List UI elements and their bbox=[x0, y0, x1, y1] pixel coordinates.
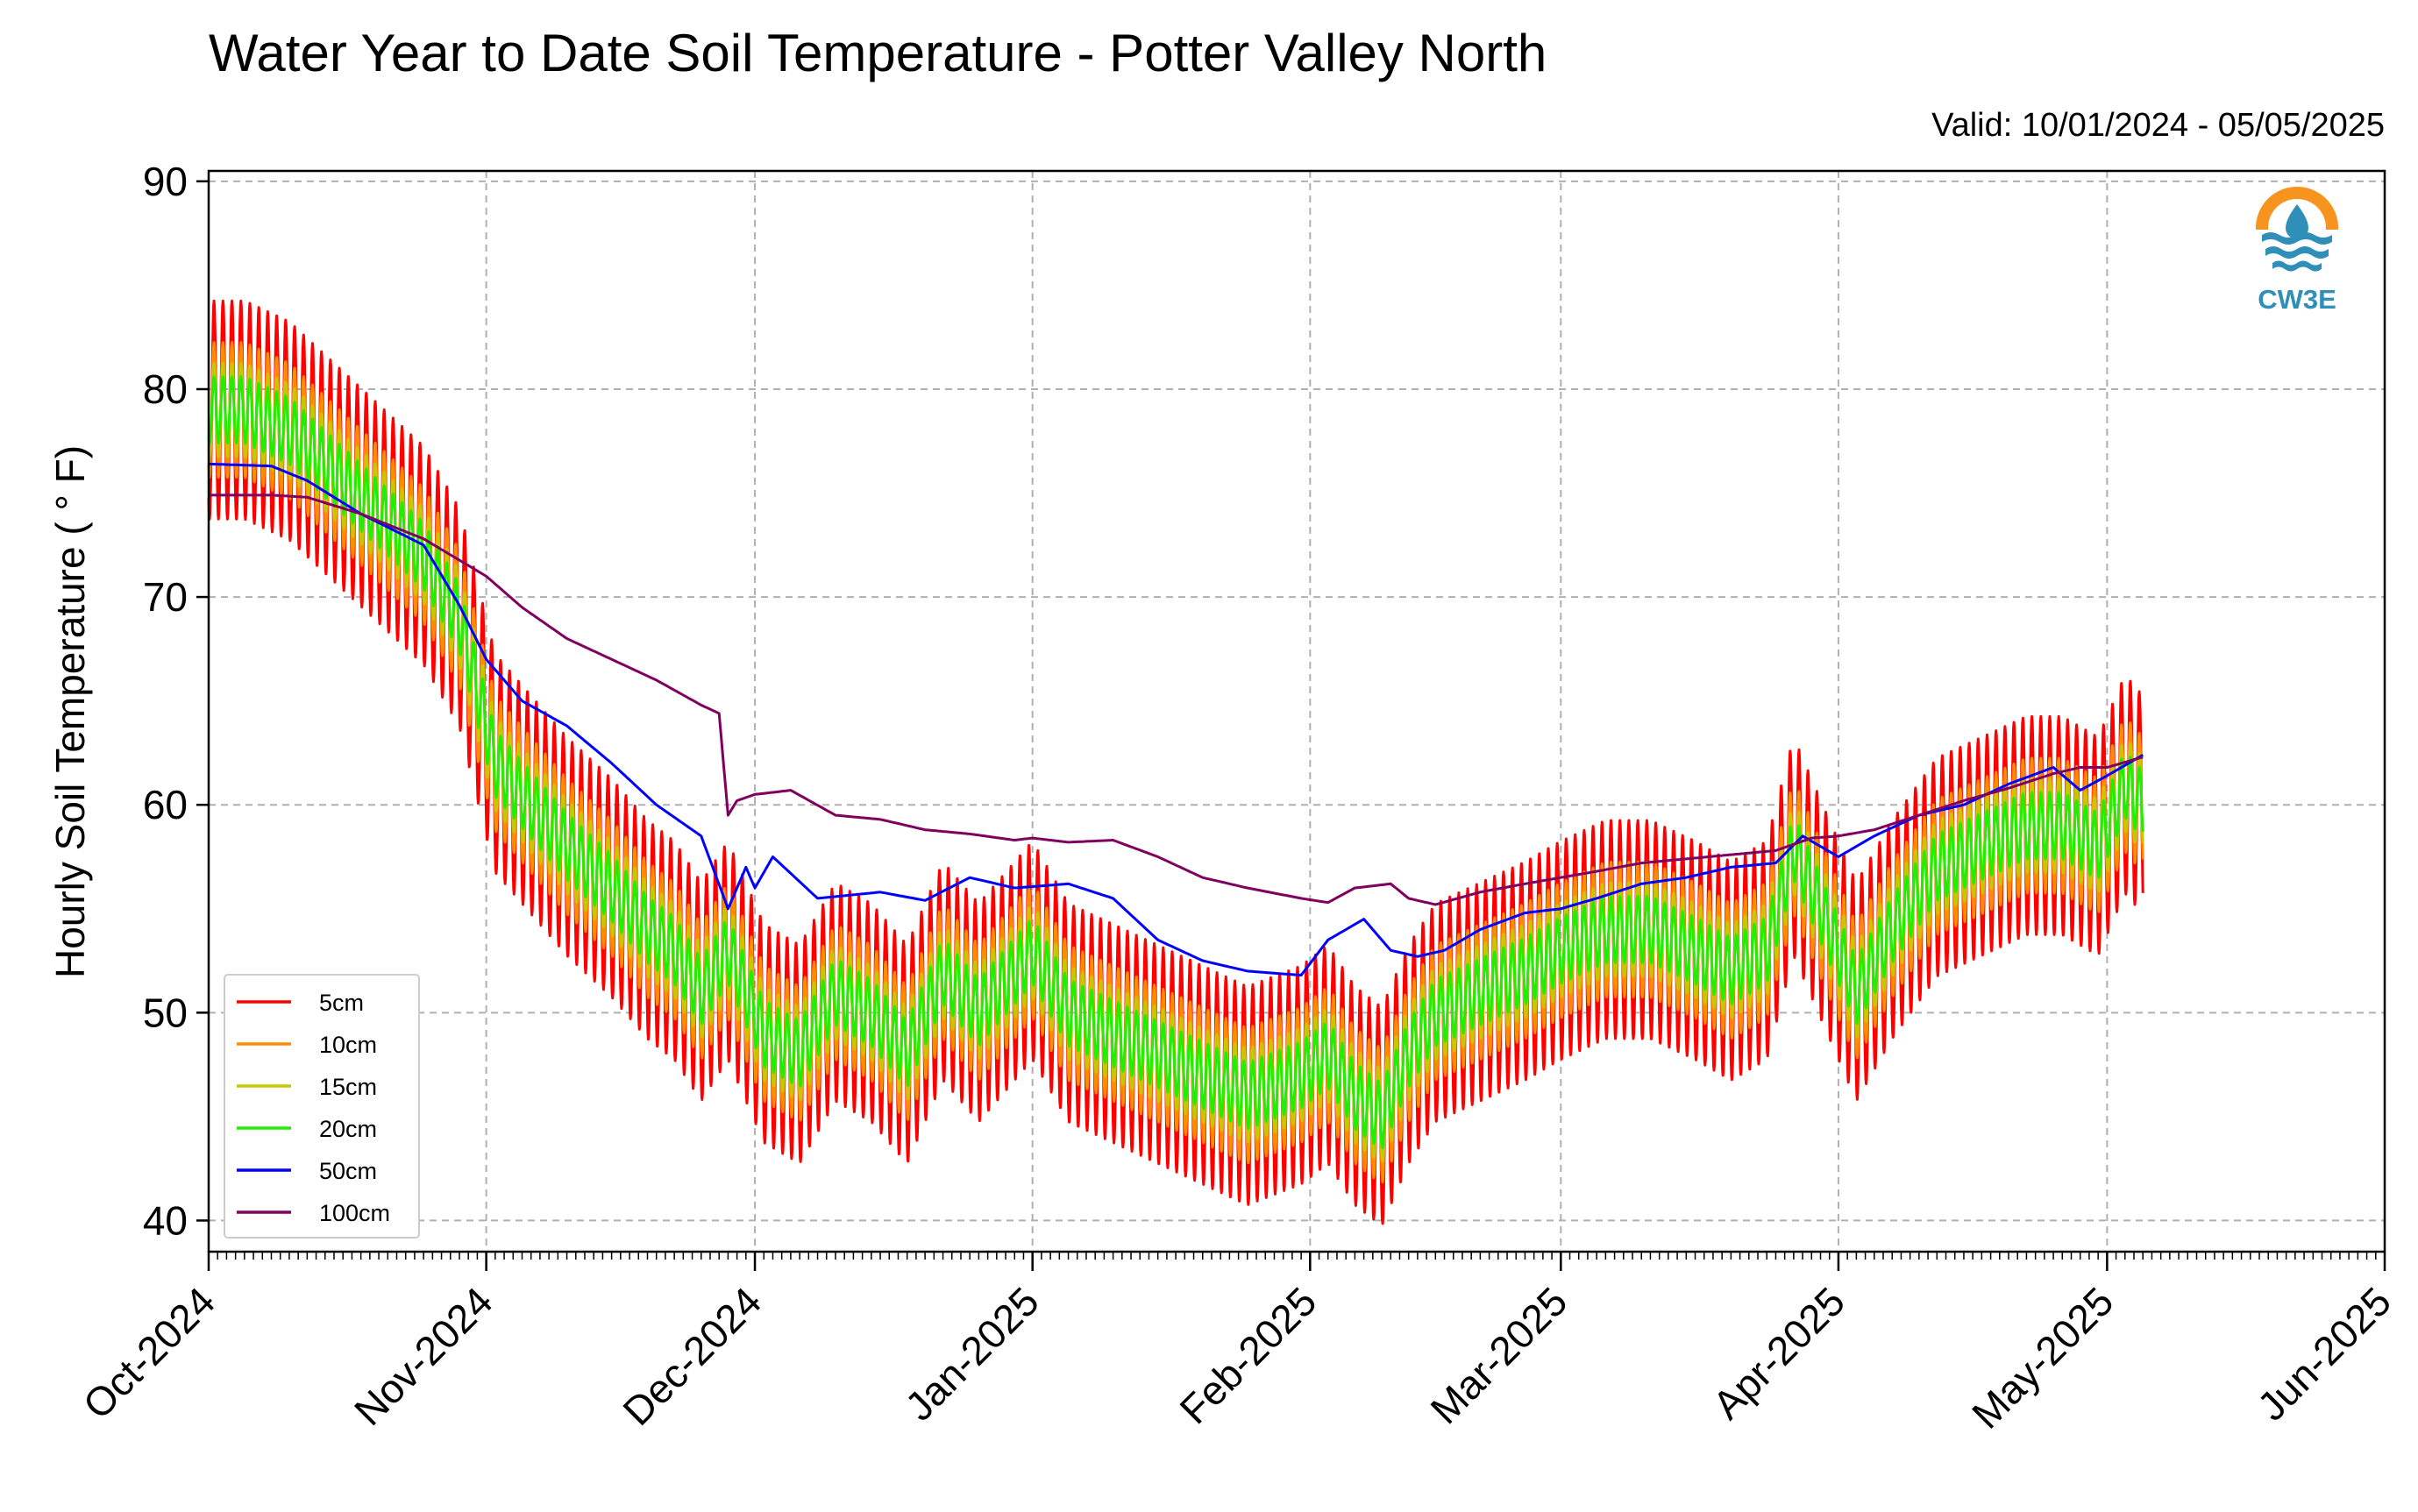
y-tick-label: 80 bbox=[143, 366, 188, 412]
x-tick-label: Oct-2024 bbox=[75, 1278, 224, 1428]
x-tick-label: Mar-2025 bbox=[1421, 1278, 1575, 1432]
series-line-100cm bbox=[209, 493, 2144, 906]
legend: 5cm 10cm 15cm 20cm 50cm 100cm bbox=[224, 974, 420, 1239]
legend-label-100cm: 100cm bbox=[319, 1200, 390, 1226]
series-line-10cm bbox=[207, 341, 2144, 1184]
x-tick-label: Apr-2025 bbox=[1703, 1278, 1853, 1428]
y-tick-label: 60 bbox=[143, 782, 188, 827]
x-tick-label: May-2025 bbox=[1963, 1278, 2122, 1437]
cw3e-logo-icon bbox=[2254, 187, 2340, 275]
legend-label-10cm: 10cm bbox=[319, 1032, 377, 1058]
x-tick-label: Jun-2025 bbox=[2249, 1278, 2400, 1429]
valid-date-range: Valid: 10/01/2024 - 05/05/2025 bbox=[1931, 107, 2385, 144]
y-tick-label: 40 bbox=[143, 1197, 188, 1243]
series-line-15cm bbox=[207, 361, 2144, 1163]
y-tick-label: 90 bbox=[143, 159, 188, 204]
y-tick-label: 50 bbox=[143, 990, 188, 1035]
x-tick-label: Nov-2024 bbox=[345, 1278, 501, 1434]
x-tick-label: Jan-2025 bbox=[896, 1278, 1047, 1429]
series-line-5cm bbox=[207, 299, 2144, 1225]
chart-title: Water Year to Date Soil Temperature - Po… bbox=[209, 24, 1547, 82]
x-tick-label: Feb-2025 bbox=[1170, 1278, 1325, 1432]
y-axis-label: Hourly Soil Temperature ( ° F) bbox=[47, 445, 93, 978]
series-line-20cm bbox=[207, 375, 2144, 1149]
legend-label-20cm: 20cm bbox=[319, 1116, 377, 1142]
logo-text: CW3E bbox=[2258, 284, 2336, 315]
series-line-50cm bbox=[208, 462, 2144, 977]
plot-frame bbox=[207, 169, 2386, 1253]
series-lines bbox=[207, 299, 2144, 1225]
y-tick-label: 70 bbox=[143, 574, 188, 620]
legend-box bbox=[224, 974, 420, 1239]
legend-label-15cm: 15cm bbox=[319, 1074, 377, 1100]
logo: CW3E bbox=[2254, 187, 2340, 315]
x-tick-label: Dec-2024 bbox=[614, 1278, 770, 1434]
legend-label-5cm: 5cm bbox=[319, 990, 364, 1016]
legend-label-50cm: 50cm bbox=[319, 1158, 377, 1184]
